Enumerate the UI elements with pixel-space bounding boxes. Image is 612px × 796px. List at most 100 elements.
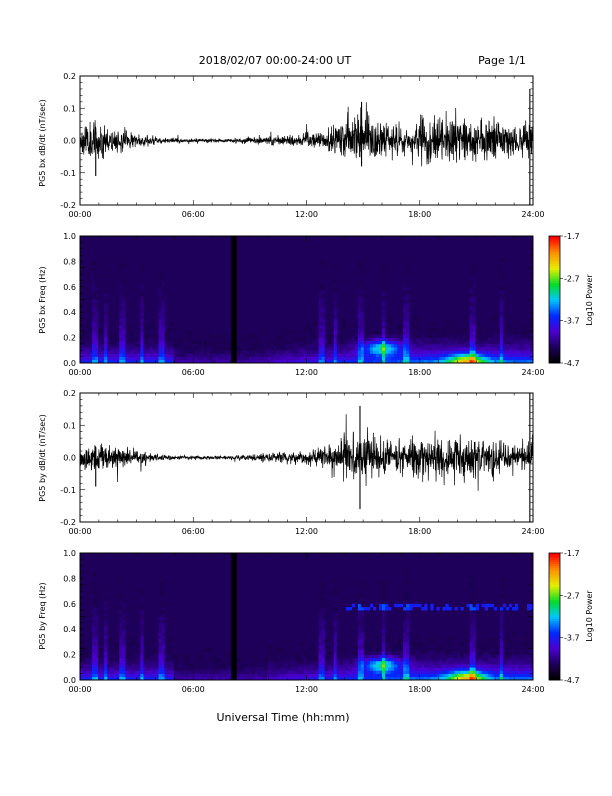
spectrogram-cell	[487, 676, 492, 681]
spectrogram-cell	[194, 356, 199, 361]
spectrogram-cell	[146, 343, 150, 348]
spectrogram-cell	[197, 676, 202, 681]
spectrogram-cell	[406, 283, 410, 288]
spectrogram-cell	[321, 632, 325, 636]
spectrogram-cell	[451, 347, 455, 351]
spectrogram-cell	[110, 660, 114, 665]
spectrogram-cell	[116, 347, 120, 351]
spectrogram-cell	[122, 660, 126, 665]
spectrogram-cell	[237, 356, 241, 361]
spectrogram-cell	[155, 347, 159, 351]
spectrogram-cell	[460, 670, 464, 674]
spectrogram-cell	[333, 359, 337, 364]
spectrogram-cell	[161, 651, 165, 655]
spectrogram-cell	[119, 359, 123, 364]
spectrogram-cell	[273, 673, 277, 678]
spectrogram-cell	[378, 676, 383, 681]
spectrogram-cell	[104, 286, 108, 291]
spectrogram-cell	[297, 340, 301, 345]
spectrogram-cell	[149, 356, 153, 361]
spectrogram-cell	[294, 654, 298, 659]
colorbar-segment	[549, 297, 560, 300]
spectrogram-cell	[209, 648, 214, 652]
spectrogram-cell	[481, 353, 485, 357]
spectrogram-cell	[520, 353, 525, 357]
spectrogram-cell	[508, 648, 513, 652]
spectrogram-cell	[318, 660, 322, 665]
spectrogram-cell	[240, 654, 244, 659]
spectrogram-cell	[457, 664, 461, 668]
spectrogram-cell	[89, 657, 93, 662]
spectrogram-cell	[134, 657, 138, 662]
spectrogram-cell	[400, 664, 404, 668]
spectrogram-cell	[324, 654, 328, 659]
spectrogram-cell	[430, 328, 434, 332]
spectrogram-cell	[469, 603, 473, 608]
spectrogram-cell	[363, 356, 368, 361]
spectrogram-cell	[330, 664, 334, 668]
colorbar-segment	[549, 629, 560, 632]
spectrogram-cell	[339, 347, 344, 351]
spectrogram-cell	[291, 343, 295, 348]
spectrogram-cell	[122, 587, 126, 592]
spectrogram-cell	[158, 670, 162, 674]
spectrogram-cell	[457, 676, 461, 681]
spectrogram-cell	[92, 651, 96, 655]
colorbar-segment	[549, 580, 560, 584]
spectrogram-cell	[224, 660, 229, 665]
spectrogram-cell	[520, 350, 525, 354]
spectrogram-cell	[397, 641, 401, 646]
spectrogram-cell	[403, 315, 407, 319]
spectrogram-cell	[520, 667, 525, 671]
spectrogram-cell	[406, 299, 410, 303]
spectrogram-cell	[469, 657, 473, 662]
spectrogram-cell	[469, 613, 473, 617]
spectrogram-cell	[415, 331, 419, 335]
spectrogram-cell	[104, 610, 108, 614]
spectrogram-cell	[161, 667, 165, 671]
spectrogram-cell	[442, 334, 446, 338]
spectrogram-cell	[427, 359, 431, 364]
spectrogram-cell	[200, 353, 205, 357]
spectrogram-cell	[363, 340, 368, 345]
spectrogram-cell	[360, 280, 365, 284]
spectrogram-cell	[496, 657, 501, 662]
spectrogram-cell	[215, 350, 220, 354]
spectrogram-cell	[161, 657, 165, 662]
y-tick-label: 0.0	[63, 137, 76, 146]
colorbar-segment	[549, 593, 560, 596]
spectrogram-cell	[191, 347, 196, 351]
spectrogram-cell	[212, 676, 217, 681]
spectrogram-cell	[321, 581, 325, 586]
spectrogram-cell	[158, 321, 162, 326]
spectrogram-cell	[119, 645, 123, 649]
spectrogram-cell	[490, 660, 495, 665]
spectrogram-cell	[246, 664, 250, 668]
spectrogram-cell	[237, 359, 241, 364]
spectrogram-cell	[505, 343, 510, 348]
spectrogram-cell	[321, 328, 325, 332]
spectrogram-cell	[119, 632, 123, 636]
spectrogram-cell	[406, 664, 410, 668]
spectrogram-cell	[161, 328, 165, 332]
spectrogram-cell	[83, 337, 87, 342]
spectrogram-cell	[246, 350, 250, 354]
spectrogram-cell	[448, 331, 452, 335]
spectrogram-cell	[309, 676, 313, 681]
spectrogram-cell	[457, 651, 461, 655]
spectrogram-cell	[397, 660, 401, 665]
spectrogram-cell	[306, 667, 310, 671]
spectrogram-cell	[382, 302, 386, 307]
spectrogram-cell	[496, 331, 501, 335]
spectrogram-cell	[303, 328, 307, 332]
spectrogram-cell	[472, 299, 476, 303]
spectrogram-cell	[209, 676, 214, 681]
spectrogram-cell	[182, 356, 186, 361]
spectrogram-cell	[418, 664, 422, 668]
spectrogram-cell	[318, 619, 322, 624]
spectrogram-cell	[457, 359, 461, 364]
spectrogram-cell	[321, 651, 325, 655]
spectrogram-cell	[240, 667, 244, 671]
spectrogram-cell	[360, 312, 365, 316]
spectrogram-cell	[321, 331, 325, 335]
